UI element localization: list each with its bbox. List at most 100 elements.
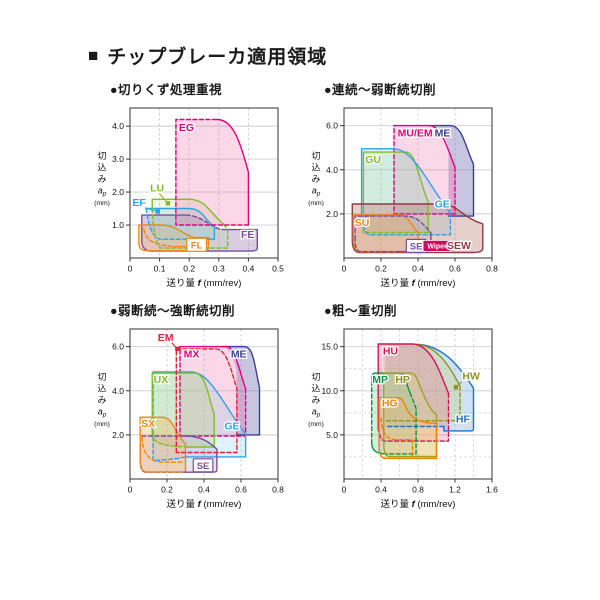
leader-marker — [165, 201, 171, 206]
region-outline-GU — [362, 151, 429, 234]
x-tick-label: 1.6 — [486, 485, 498, 495]
y-tick-label: 5.0 — [326, 430, 338, 440]
region-fill-EF — [146, 208, 215, 240]
x-tick-label: 0.1 — [154, 264, 166, 274]
x-tick-label: 0.6 — [235, 485, 247, 495]
x-tick-label: 0.2 — [183, 264, 195, 274]
region-fill-MX — [180, 346, 246, 436]
region-label-UX: UX — [154, 374, 169, 386]
region-fill-GU — [363, 152, 429, 233]
y-axis-label-unit: (mm) — [308, 200, 324, 207]
region-outline-SE — [354, 215, 432, 240]
x-tick-label: 0.5 — [272, 264, 284, 274]
y-axis-label-kanji: み — [311, 174, 320, 184]
region-outline-MP — [371, 443, 388, 455]
x-tick-label: 0 — [342, 264, 347, 274]
y-axis-label-unit: (mm) — [94, 421, 110, 428]
region-outline-FE — [185, 214, 223, 231]
region-label-FE: FE — [241, 229, 254, 241]
region-outline-EG — [175, 118, 250, 226]
x-tick-label: 0 — [128, 485, 133, 495]
region-label-FL-box — [186, 237, 207, 252]
y-tick-label: 4.0 — [112, 121, 124, 131]
region-label-SU: SU — [355, 217, 370, 229]
chart-panel-interrupted: ●弱断続～強断続切削 EM MX ME UX SX GE SE 0 0.2 0.4 0.6 0.8 2.… — [86, 300, 292, 515]
x-axis-label: 送り量 f (mm/rev) — [381, 277, 456, 289]
page-title-text: チップブレーカ適用領域 — [107, 47, 328, 68]
chart-canvas-heavy: HU MP HP HG HW HF 0 0.4 0.8 1.2 1.6 5.0 10.0 15.0 送り量 … — [300, 321, 506, 515]
region-outline-ME — [221, 345, 261, 436]
y-tick-label: 6.0 — [326, 121, 338, 131]
region-fill-HG — [379, 397, 437, 459]
chart-panel-heavy: ●粗～重切削 HU MP HP HG HW HF 0 0.4 0.8 1.2 1.6 5.0 10.0 1… — [300, 300, 506, 515]
region-fill-MU-EM — [394, 125, 455, 214]
chart-canvas-interrupted: EM MX ME UX SX GE SE 0 0.2 0.4 0.6 0.8 2.0 4.0 6.0 送り量 … — [86, 321, 292, 515]
region-outline-EG — [216, 118, 250, 226]
chart-svg-br: HU MP HP HG HW HF 0 0.4 0.8 1.2 1.6 5.0 10.0 15.0 送り量 … — [308, 328, 498, 510]
region-outline-HF — [419, 343, 475, 432]
region-label-MU-EM: MU/EM — [398, 128, 433, 140]
chart-canvas-continuous: GU MU/EM ME GE SU SE Wiper SEW 0 0.2 0.4 0.6 0.8 2.0 4… — [300, 100, 506, 294]
x-tick-label: 0.2 — [161, 485, 173, 495]
region-label-Wiper: Wiper — [427, 244, 447, 251]
region-outline-HP — [383, 372, 438, 458]
x-tick-label: 0.6 — [449, 264, 461, 274]
region-label-FL: FL — [191, 240, 203, 251]
region-label-EF: EF — [132, 197, 146, 209]
x-tick-label: 0 — [128, 264, 133, 274]
x-tick-label: 0.4 — [375, 485, 387, 495]
x-tick-label: 0.4 — [412, 264, 424, 274]
region-label-LU: LU — [150, 182, 164, 194]
y-tick-label: 4.0 — [326, 165, 338, 175]
x-tick-label: 0.3 — [213, 264, 225, 274]
x-tick-label: 0.4 — [242, 264, 254, 274]
y-axis-label-kanji: 込 — [311, 384, 320, 394]
x-tick-label: 0.8 — [272, 485, 284, 495]
chart-svg-bl: EM MX ME UX SX GE SE 0 0.2 0.4 0.6 0.8 2.0 4.0 6.0 送り量 … — [94, 328, 284, 510]
y-tick-label: 6.0 — [112, 342, 124, 352]
region-label-Wiper-badge — [422, 239, 452, 252]
leader-marker — [453, 385, 459, 390]
y-axis-label-symbol: ap — [98, 407, 107, 419]
region-outline-MP — [385, 392, 417, 455]
y-axis-label-unit: (mm) — [94, 200, 110, 207]
y-axis-label-kanji: 込 — [311, 163, 320, 173]
y-tick-label: 2.0 — [112, 430, 124, 440]
y-axis-label-symbol: ap — [98, 186, 107, 198]
region-label-HP: HP — [395, 374, 410, 386]
region-label-MP: MP — [372, 374, 388, 386]
plot-border — [129, 107, 279, 259]
x-tick-label: 0.4 — [198, 485, 210, 495]
region-label-HW: HW — [462, 370, 480, 382]
x-axis-label: 送り量 f (mm/rev) — [167, 498, 242, 510]
y-tick-label: 4.0 — [112, 386, 124, 396]
region-outline-SX — [139, 416, 187, 473]
region-fill-FE — [141, 215, 258, 252]
region-fill-UX — [152, 373, 215, 447]
y-tick-label: 10.0 — [321, 386, 338, 396]
region-label-HG: HG — [382, 398, 398, 410]
y-axis-label-kanji: 切 — [97, 372, 106, 382]
region-outline-MU-EM — [393, 124, 456, 215]
region-label-SE: SE — [197, 461, 210, 472]
region-outline-SE — [184, 435, 218, 473]
y-axis-label-kanji: 込 — [97, 163, 106, 173]
region-outline-UX — [151, 372, 215, 448]
region-outline-SEW — [351, 203, 484, 254]
region-label-SX: SX — [141, 418, 155, 430]
region-outline-MX — [179, 345, 247, 390]
region-outline-GE — [360, 148, 452, 215]
region-outline-SX — [141, 436, 184, 463]
x-axis-label: 送り量 f (mm/rev) — [381, 498, 456, 510]
region-fill-HW — [382, 344, 461, 421]
chart-subtitle: ●切りくず処理重視 — [110, 83, 223, 97]
chart-panel-chip-control: ●切りくず処理重視 EG LU EF FL FE 0 0.1 0.2 0.3 0.4 0.5 1.0 2… — [86, 79, 292, 294]
y-axis-label-symbol: ap — [312, 407, 321, 419]
chart-subtitle: ●連続～弱断続切削 — [324, 83, 437, 97]
x-tick-label: 0.2 — [375, 264, 387, 274]
region-fill-ME — [222, 346, 260, 435]
y-axis-label-kanji: 切 — [311, 372, 320, 382]
chart-svg-tl: EG LU EF FL FE 0 0.1 0.2 0.3 0.4 0.5 1.0 2.0 3.0 4.0 送り… — [94, 107, 284, 289]
region-outline-LU — [151, 198, 224, 225]
x-tick-label: 0 — [342, 485, 347, 495]
